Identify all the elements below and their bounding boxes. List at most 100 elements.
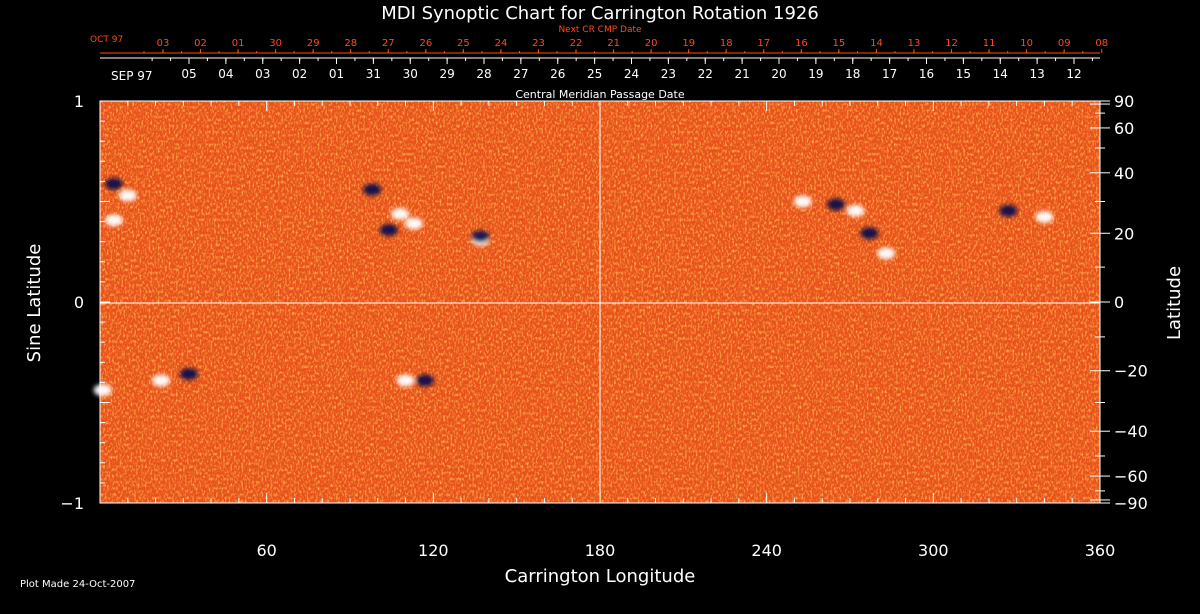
next-cr-date-label: 16 bbox=[795, 38, 808, 49]
active-region-negative bbox=[999, 204, 1018, 217]
cmp-date-label: 31 bbox=[366, 67, 381, 81]
next-cr-date-label: 24 bbox=[495, 38, 508, 49]
next-cr-axis-label: Next CR CMP Date bbox=[558, 25, 642, 35]
y-axis-left-label: Sine Latitude bbox=[24, 244, 45, 363]
chart-title: MDI Synoptic Chart for Carrington Rotati… bbox=[381, 3, 819, 24]
next-cr-date-label: 29 bbox=[307, 38, 320, 49]
cmp-date-label: 14 bbox=[993, 67, 1008, 81]
y-left-tick-label: −1 bbox=[60, 494, 84, 513]
active-region-negative bbox=[860, 227, 879, 240]
next-cr-date-label: 30 bbox=[269, 38, 282, 49]
y-left-tick-label: 0 bbox=[74, 293, 84, 312]
cmp-date-label: 20 bbox=[771, 67, 786, 81]
cmp-date-label: 13 bbox=[1029, 67, 1044, 81]
active-region-positive bbox=[152, 374, 171, 387]
active-region-negative bbox=[379, 223, 398, 236]
plot-made-note: Plot Made 24-Oct-2007 bbox=[20, 579, 136, 590]
cmp-date-label: 21 bbox=[734, 67, 749, 81]
next-cr-date-label: 25 bbox=[457, 38, 470, 49]
next-cr-date-label: 14 bbox=[870, 38, 883, 49]
active-region-positive bbox=[104, 214, 123, 227]
y-right-tick-label: −40 bbox=[1114, 422, 1148, 441]
cmp-date-label: 17 bbox=[882, 67, 897, 81]
y-right-tick-label: −20 bbox=[1114, 362, 1148, 381]
cmp-date-label: 24 bbox=[624, 67, 639, 81]
active-region-negative bbox=[416, 374, 434, 387]
next-cr-date-label: 10 bbox=[1020, 38, 1033, 49]
active-region-positive bbox=[391, 207, 409, 220]
x-tick-label: 180 bbox=[585, 541, 616, 560]
next-cr-date-label: 03 bbox=[157, 38, 170, 49]
next-cr-date-label: 19 bbox=[682, 38, 695, 49]
active-region-negative bbox=[104, 177, 123, 190]
cmp-date-label: 02 bbox=[292, 67, 307, 81]
y-right-tick-label: 20 bbox=[1114, 224, 1134, 243]
y-right-tick-label: 40 bbox=[1114, 164, 1134, 183]
next-cr-date-label: 02 bbox=[194, 38, 207, 49]
active-region-positive bbox=[396, 374, 415, 387]
next-cr-date-label: 11 bbox=[983, 38, 996, 49]
y-right-tick-label: −90 bbox=[1114, 494, 1148, 513]
cmp-date-label: 22 bbox=[698, 67, 713, 81]
next-cr-date-label: 22 bbox=[570, 38, 583, 49]
x-axis-label: Carrington Longitude bbox=[505, 566, 696, 587]
axis-ticks: 60 120 180 240 300 360 1 0 −1 90 60 40 20 0 −20 −40 −60 −… bbox=[60, 92, 1147, 560]
x-tick-label: 120 bbox=[418, 541, 449, 560]
next-cr-date-label: 21 bbox=[607, 38, 620, 49]
cmp-date-label: 15 bbox=[956, 67, 971, 81]
next-cr-date-label: 23 bbox=[532, 38, 545, 49]
next-cr-start-label: OCT 97 bbox=[90, 35, 123, 45]
cmp-date-label: 23 bbox=[661, 67, 676, 81]
cmp-date-label: 16 bbox=[919, 67, 934, 81]
y-right-tick-label: −60 bbox=[1114, 467, 1148, 486]
y-left-tick-label: 1 bbox=[74, 92, 84, 111]
next-cr-date-label: 09 bbox=[1058, 38, 1071, 49]
y-right-tick-label: 90 bbox=[1114, 92, 1134, 111]
x-tick-label: 360 bbox=[1085, 541, 1116, 560]
cmp-date-label: 04 bbox=[218, 67, 233, 81]
next-cr-date-label: 01 bbox=[232, 38, 245, 49]
top-axis-label: Central Meridian Passage Date bbox=[515, 88, 684, 101]
active-region-positive bbox=[1035, 211, 1054, 224]
next-cr-date-label: 26 bbox=[419, 38, 432, 49]
next-cr-date-label: 13 bbox=[908, 38, 921, 49]
next-cr-date-label: 08 bbox=[1095, 38, 1108, 49]
top-axis-start-label: SEP 97 bbox=[111, 69, 153, 83]
x-tick-label: 240 bbox=[751, 541, 782, 560]
cmp-date-label: 26 bbox=[550, 67, 565, 81]
y-axis-right-label: Latitude bbox=[1164, 266, 1185, 340]
active-region-negative bbox=[471, 230, 490, 243]
y-right-tick-label: 0 bbox=[1114, 293, 1124, 312]
cmp-date-label: 05 bbox=[181, 67, 196, 81]
next-cr-dates: 03 02 01 30 29 28 27 26 25 24 23 22 21 20 19 18 17 16 15 14… bbox=[143, 38, 1108, 53]
y-right-tick-label: 60 bbox=[1114, 119, 1134, 138]
cmp-date-label: 29 bbox=[439, 67, 454, 81]
active-region-positive bbox=[877, 247, 896, 260]
cmp-date-label: 12 bbox=[1066, 67, 1081, 81]
next-cr-date-label: 27 bbox=[382, 38, 395, 49]
next-cr-date-label: 17 bbox=[757, 38, 770, 49]
active-region-negative bbox=[179, 368, 198, 381]
active-region-positive bbox=[846, 204, 865, 217]
active-regions bbox=[93, 177, 1054, 397]
next-cr-date-label: 12 bbox=[945, 38, 958, 49]
active-region-negative bbox=[363, 183, 382, 196]
active-region-positive bbox=[118, 189, 137, 202]
x-tick-label: 300 bbox=[918, 541, 949, 560]
active-region-positive bbox=[793, 195, 812, 208]
next-cr-date-label: 28 bbox=[344, 38, 357, 49]
cmp-date-label: 30 bbox=[403, 67, 418, 81]
cmp-date-label: 28 bbox=[476, 67, 491, 81]
cmp-date-label: 25 bbox=[587, 67, 602, 81]
next-cr-date-label: 18 bbox=[720, 38, 733, 49]
next-cr-date-label: 20 bbox=[645, 38, 658, 49]
next-cr-date-label: 15 bbox=[833, 38, 846, 49]
active-region-positive bbox=[93, 384, 112, 397]
active-region-negative bbox=[827, 198, 846, 211]
cmp-date-label: 01 bbox=[329, 67, 344, 81]
cmp-date-label: 19 bbox=[808, 67, 823, 81]
active-region-positive bbox=[404, 217, 423, 230]
cmp-date-label: 18 bbox=[845, 67, 860, 81]
cmp-date-label: 03 bbox=[255, 67, 270, 81]
